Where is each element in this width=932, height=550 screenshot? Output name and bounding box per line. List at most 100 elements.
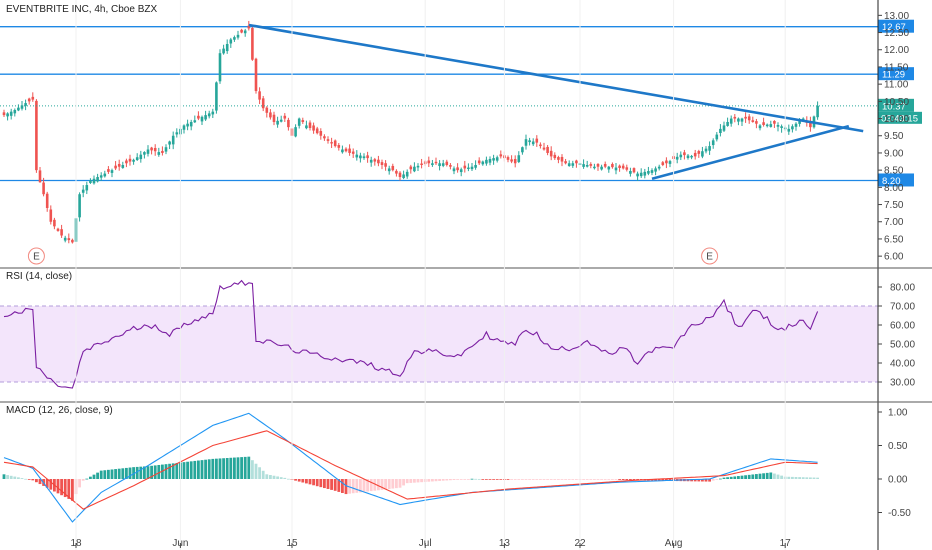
candle[interactable] <box>2 112 6 116</box>
candle[interactable] <box>132 159 135 162</box>
candle[interactable] <box>355 154 359 158</box>
candle[interactable] <box>510 159 513 162</box>
candle[interactable] <box>744 116 747 119</box>
candle[interactable] <box>719 128 722 134</box>
candle[interactable] <box>546 146 549 153</box>
candle[interactable] <box>434 161 438 164</box>
rsi-line[interactable] <box>3 279 819 389</box>
candle[interactable] <box>128 158 132 162</box>
candle[interactable] <box>175 132 179 135</box>
candle[interactable] <box>380 162 384 165</box>
candle[interactable] <box>78 194 81 218</box>
candle[interactable] <box>323 136 326 139</box>
candle[interactable] <box>351 151 355 154</box>
candle[interactable] <box>135 157 139 160</box>
candle[interactable] <box>189 121 193 127</box>
candle[interactable] <box>197 115 200 119</box>
candle[interactable] <box>567 163 571 167</box>
candle[interactable] <box>38 170 42 183</box>
candle[interactable] <box>488 158 492 163</box>
candle[interactable] <box>549 150 553 157</box>
macd-pane[interactable] <box>2 412 819 523</box>
candle[interactable] <box>452 168 456 172</box>
candle[interactable] <box>319 131 323 136</box>
candle[interactable] <box>683 152 686 156</box>
candle[interactable] <box>643 171 647 176</box>
candle[interactable] <box>297 118 301 126</box>
candle[interactable] <box>269 112 272 118</box>
candle[interactable] <box>524 139 528 146</box>
candle[interactable] <box>315 128 319 134</box>
candle[interactable] <box>398 172 402 178</box>
candle[interactable] <box>359 155 362 159</box>
candle[interactable] <box>333 140 337 147</box>
candle[interactable] <box>542 147 546 150</box>
candle[interactable] <box>431 163 434 166</box>
candle[interactable] <box>251 28 254 60</box>
candle[interactable] <box>600 166 603 170</box>
earnings-marker[interactable] <box>27 247 45 265</box>
candle[interactable] <box>279 119 283 122</box>
candle[interactable] <box>218 53 222 82</box>
candle[interactable] <box>438 163 441 167</box>
candle[interactable] <box>758 125 762 129</box>
candle[interactable] <box>20 105 24 109</box>
candle[interactable] <box>186 123 189 127</box>
candle[interactable] <box>31 96 35 100</box>
candle[interactable] <box>146 149 150 154</box>
candle[interactable] <box>258 91 261 100</box>
candle[interactable] <box>582 164 585 167</box>
candle[interactable] <box>49 209 53 222</box>
candle[interactable] <box>348 148 351 153</box>
candle[interactable] <box>593 166 596 169</box>
candle[interactable] <box>776 124 780 127</box>
candle[interactable] <box>632 168 636 173</box>
candle[interactable] <box>6 113 9 117</box>
candle[interactable] <box>708 146 711 151</box>
candle[interactable] <box>693 152 697 157</box>
candle[interactable] <box>276 120 279 125</box>
candle[interactable] <box>161 150 164 153</box>
candle[interactable] <box>427 160 431 164</box>
candle[interactable] <box>27 98 31 102</box>
candle[interactable] <box>56 228 60 231</box>
candle[interactable] <box>614 167 618 171</box>
candle[interactable] <box>13 109 17 114</box>
candle[interactable] <box>513 159 517 164</box>
candle[interactable] <box>240 29 243 33</box>
candle[interactable] <box>182 125 186 130</box>
candle[interactable] <box>207 113 211 117</box>
candle[interactable] <box>621 165 625 169</box>
candle[interactable] <box>71 239 74 243</box>
candle[interactable] <box>233 37 236 40</box>
candle[interactable] <box>531 141 535 145</box>
candle[interactable] <box>294 127 297 137</box>
candle[interactable] <box>679 154 683 158</box>
candle[interactable] <box>341 149 344 153</box>
candle[interactable] <box>809 121 812 128</box>
candle[interactable] <box>733 116 737 119</box>
candle[interactable] <box>668 161 672 164</box>
candle[interactable] <box>495 157 499 161</box>
candle[interactable] <box>607 166 611 170</box>
candle[interactable] <box>96 177 99 182</box>
candle[interactable] <box>675 156 679 160</box>
candle[interactable] <box>42 182 45 195</box>
candle[interactable] <box>665 160 668 164</box>
candle[interactable] <box>215 82 218 111</box>
candle[interactable] <box>420 163 423 165</box>
candle[interactable] <box>193 120 197 123</box>
candle[interactable] <box>459 169 463 173</box>
candle[interactable] <box>63 237 67 241</box>
candle[interactable] <box>701 151 704 157</box>
candle[interactable] <box>650 170 654 173</box>
candle[interactable] <box>225 44 229 52</box>
candle[interactable] <box>171 135 175 145</box>
candle[interactable] <box>405 171 409 177</box>
candle[interactable] <box>463 165 467 169</box>
candle[interactable] <box>477 160 481 164</box>
candle[interactable] <box>247 25 251 29</box>
candle[interactable] <box>287 119 290 128</box>
candle[interactable] <box>589 164 593 166</box>
candle[interactable] <box>711 140 715 146</box>
